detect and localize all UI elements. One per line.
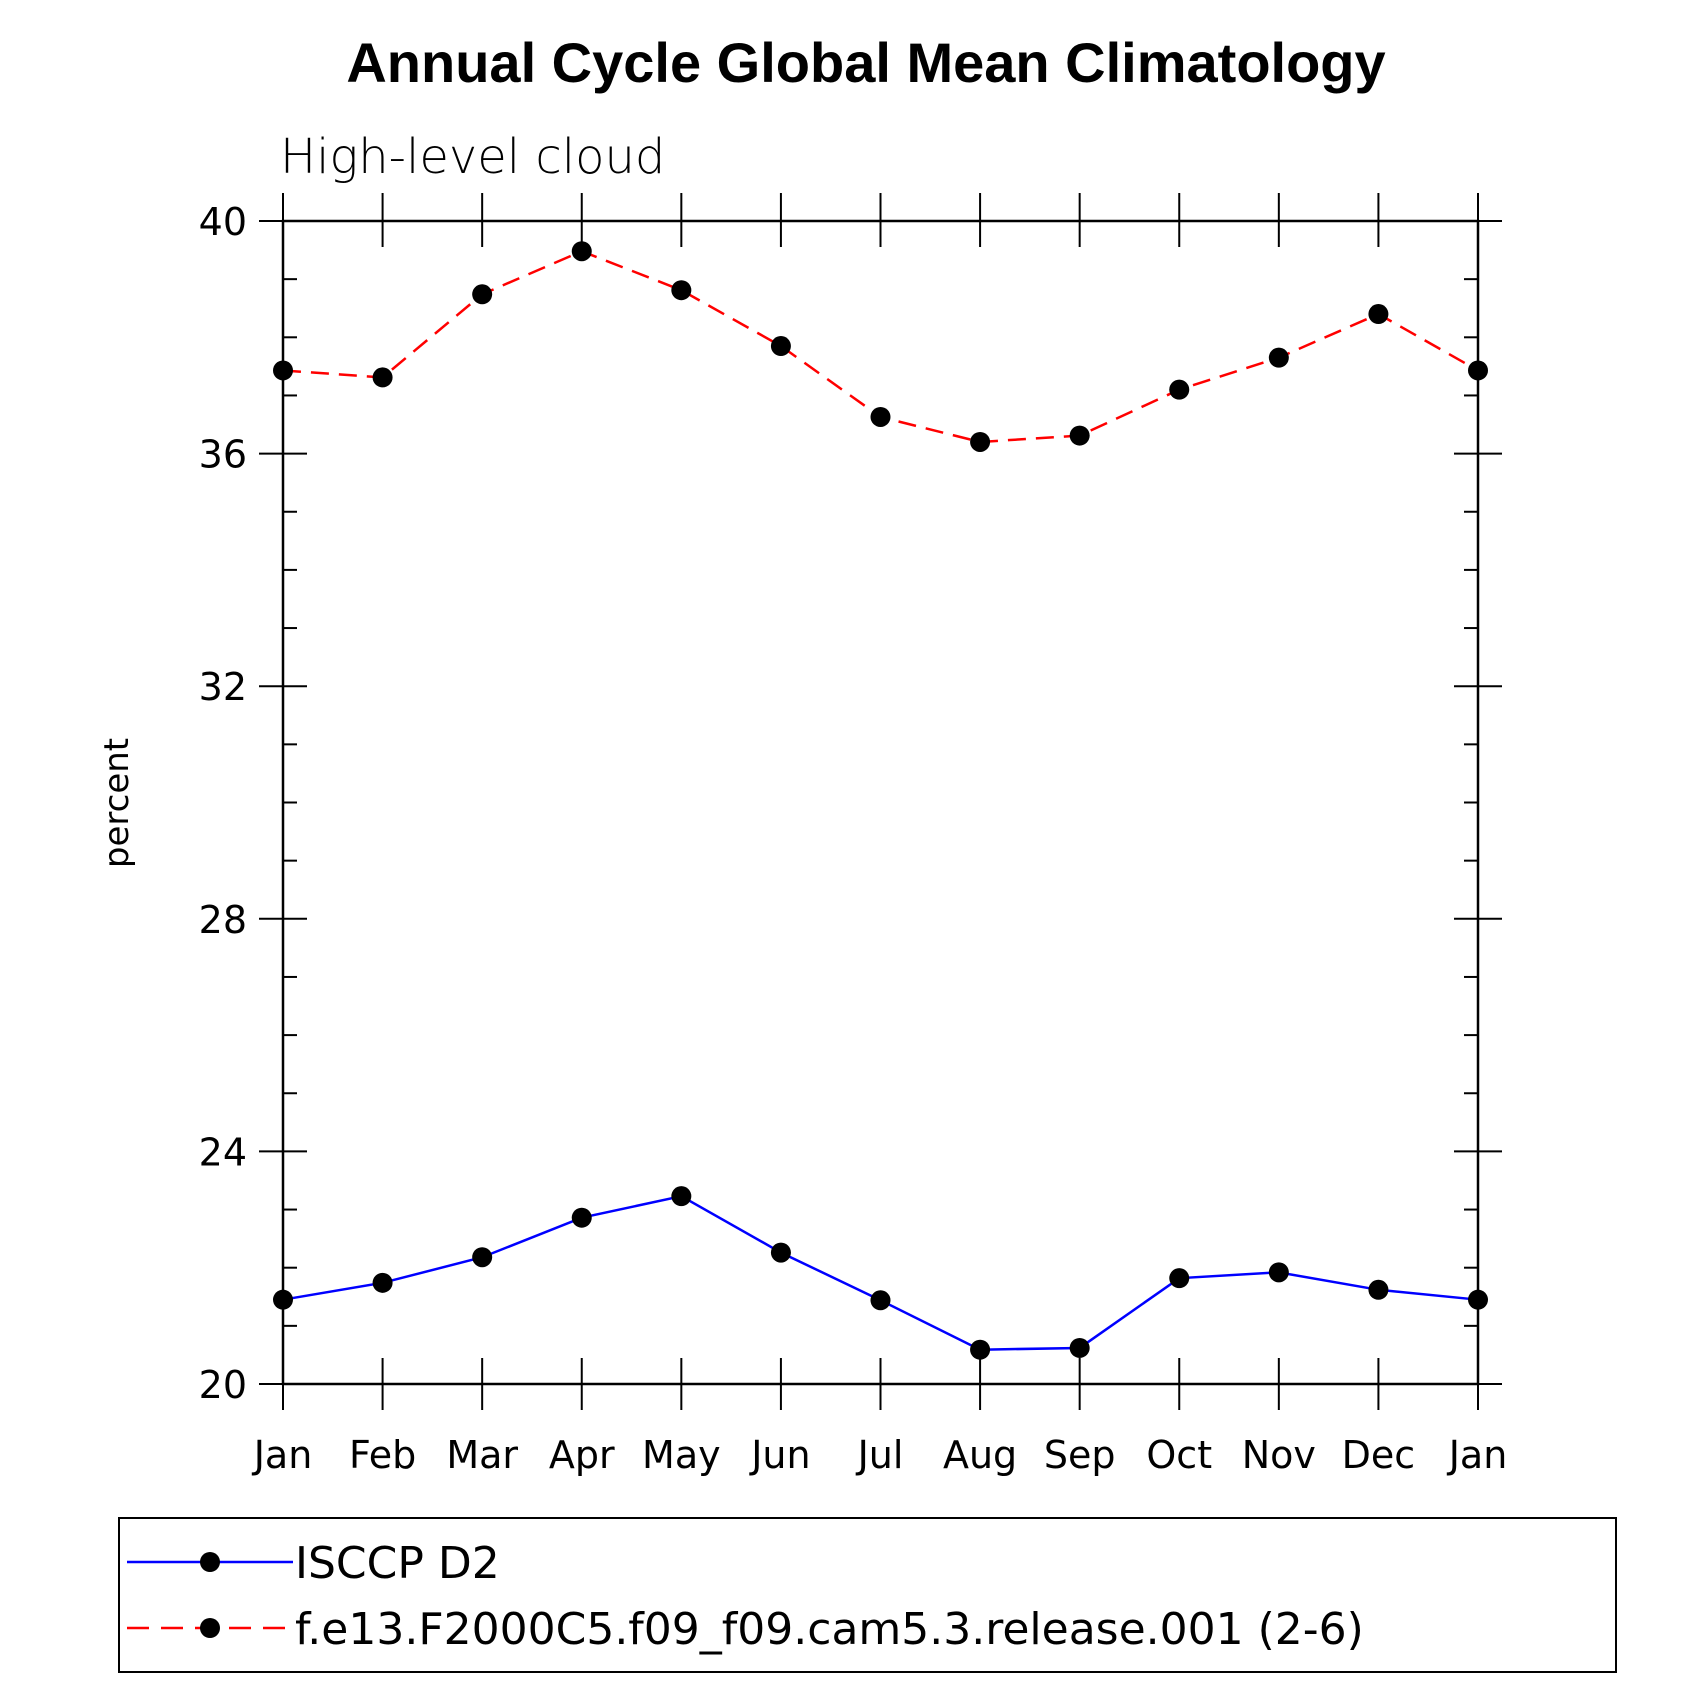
y-tick-label: 28: [199, 898, 247, 942]
legend: ISCCP D2 f.e13.F2000C5.f09_f09.cam5.3.rel…: [118, 1517, 1617, 1673]
series-0-point: [770, 1242, 791, 1263]
chart-title: Annual Cycle Global Mean Climatology: [346, 31, 1385, 94]
axes: 20 24 28 32 36 40 Jan Feb Mar Apr May Jun Jul Aug Sep O…: [199, 193, 1508, 1477]
series-1-point: [1368, 304, 1389, 325]
series-1-point: [870, 406, 891, 427]
y-tick-label: 40: [199, 200, 247, 244]
series-1-point: [472, 284, 493, 305]
x-tick-label: Mar: [446, 1433, 518, 1477]
series-0-point: [1368, 1279, 1389, 1300]
series-line-0: [282, 1194, 1479, 1351]
x-tick-label: Nov: [1242, 1433, 1316, 1477]
series-1-point: [1169, 379, 1190, 400]
series-1-point: [1268, 347, 1289, 368]
legend-box: [118, 1517, 1617, 1673]
series-0-point: [1468, 1289, 1488, 1310]
series-0-point: [571, 1207, 592, 1228]
x-tick-label: Dec: [1342, 1433, 1416, 1477]
series-0-point: [372, 1272, 393, 1293]
series-1-point: [372, 367, 393, 388]
x-tick-label: Aug: [943, 1433, 1017, 1477]
legend-label-1: f.e13.F2000C5.f09_f09.cam5.3.release.001…: [295, 1604, 1364, 1655]
series-0-point: [1169, 1268, 1190, 1289]
legend-label-0: ISCCP D2: [295, 1538, 500, 1589]
series-0-point: [671, 1186, 692, 1207]
legend-marker-0: [200, 1552, 220, 1572]
x-tick-label: Jan: [252, 1433, 313, 1477]
series-1-point: [273, 360, 293, 381]
series-0-point: [472, 1247, 493, 1268]
y-tick-label: 36: [199, 433, 247, 477]
x-tick-label: Oct: [1146, 1433, 1212, 1477]
series-0-point: [970, 1339, 991, 1360]
series-0-point: [870, 1290, 891, 1311]
series-layer: [273, 241, 1488, 1360]
x-tick-label: Sep: [1044, 1433, 1116, 1477]
x-tick-label: May: [642, 1433, 721, 1477]
x-tick-label: Jan: [1447, 1433, 1508, 1477]
series-1-point: [571, 241, 592, 262]
series-1-point: [1468, 360, 1488, 381]
x-tick-label: Feb: [349, 1433, 416, 1477]
series-1-point: [671, 280, 692, 301]
x-tick-label: Jun: [749, 1433, 810, 1477]
y-tick-label: 32: [199, 665, 247, 709]
legend-marker-1: [200, 1618, 220, 1638]
series-1-point: [970, 431, 991, 452]
series-1-point: [770, 336, 791, 357]
series-0-point: [1069, 1337, 1090, 1358]
chart-subtitle: High-level cloud: [280, 129, 665, 185]
x-tick-label: Apr: [549, 1433, 615, 1477]
series-0-point: [1268, 1262, 1289, 1283]
y-axis-label: percent: [97, 738, 137, 868]
series-1-point: [1069, 425, 1090, 446]
y-tick-label: 20: [199, 1363, 247, 1407]
plot-frame: [281, 219, 1480, 1386]
x-tick-label: Jul: [856, 1433, 904, 1477]
y-tick-label: 24: [199, 1130, 247, 1174]
series-0-point: [273, 1289, 293, 1310]
